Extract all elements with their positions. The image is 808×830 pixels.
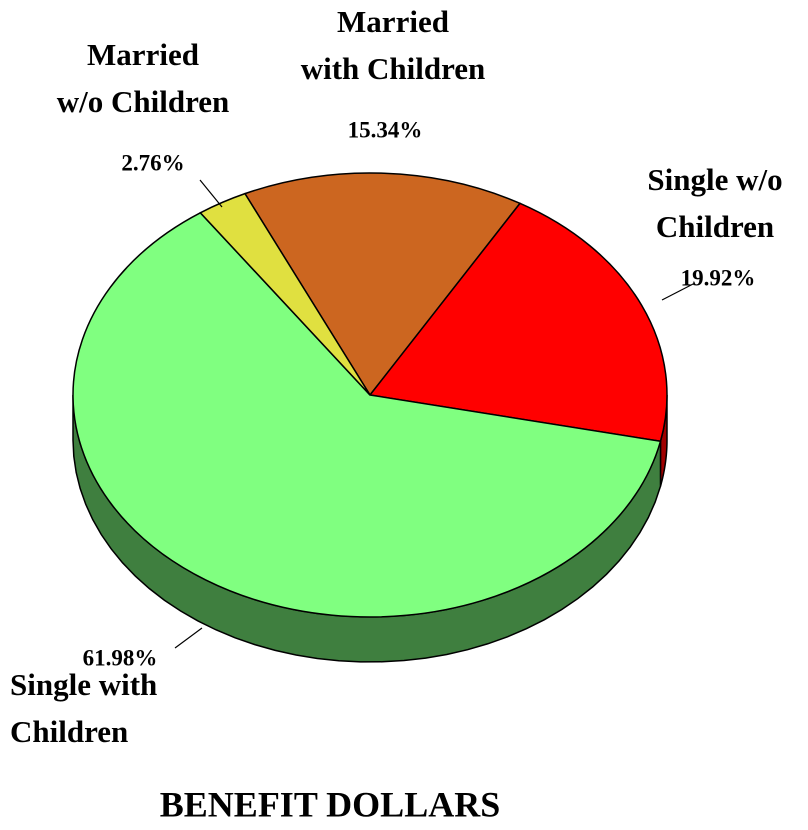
leader-line xyxy=(661,282,696,301)
pie-slice xyxy=(243,172,522,397)
value-label: 15.34% xyxy=(348,117,423,142)
label-line: Children xyxy=(10,714,128,749)
leader-line xyxy=(199,179,223,208)
chart-title: BENEFIT DOLLARS xyxy=(160,784,500,824)
pie-slice xyxy=(368,202,668,443)
value-label: 19.92% xyxy=(681,265,756,290)
slice-label: Single w/o Children xyxy=(647,162,782,244)
slice-label: Married with Children xyxy=(301,4,486,86)
pie-slice xyxy=(199,192,371,396)
value-label: 61.98% xyxy=(83,645,158,670)
label-line: Single with xyxy=(10,667,157,702)
leader-line xyxy=(174,627,203,649)
label-line: Single w/o xyxy=(647,162,782,197)
label-line: w/o Children xyxy=(57,84,230,119)
value-label: 2.76% xyxy=(121,150,184,175)
label-line: Children xyxy=(656,209,774,244)
pie-slice xyxy=(72,211,662,618)
label-line: with Children xyxy=(301,51,486,86)
slice-label: Married w/o Children xyxy=(57,37,230,119)
slice-label: Single with Children xyxy=(10,667,157,749)
label-line: Married xyxy=(337,4,449,39)
label-line: Married xyxy=(87,37,199,72)
